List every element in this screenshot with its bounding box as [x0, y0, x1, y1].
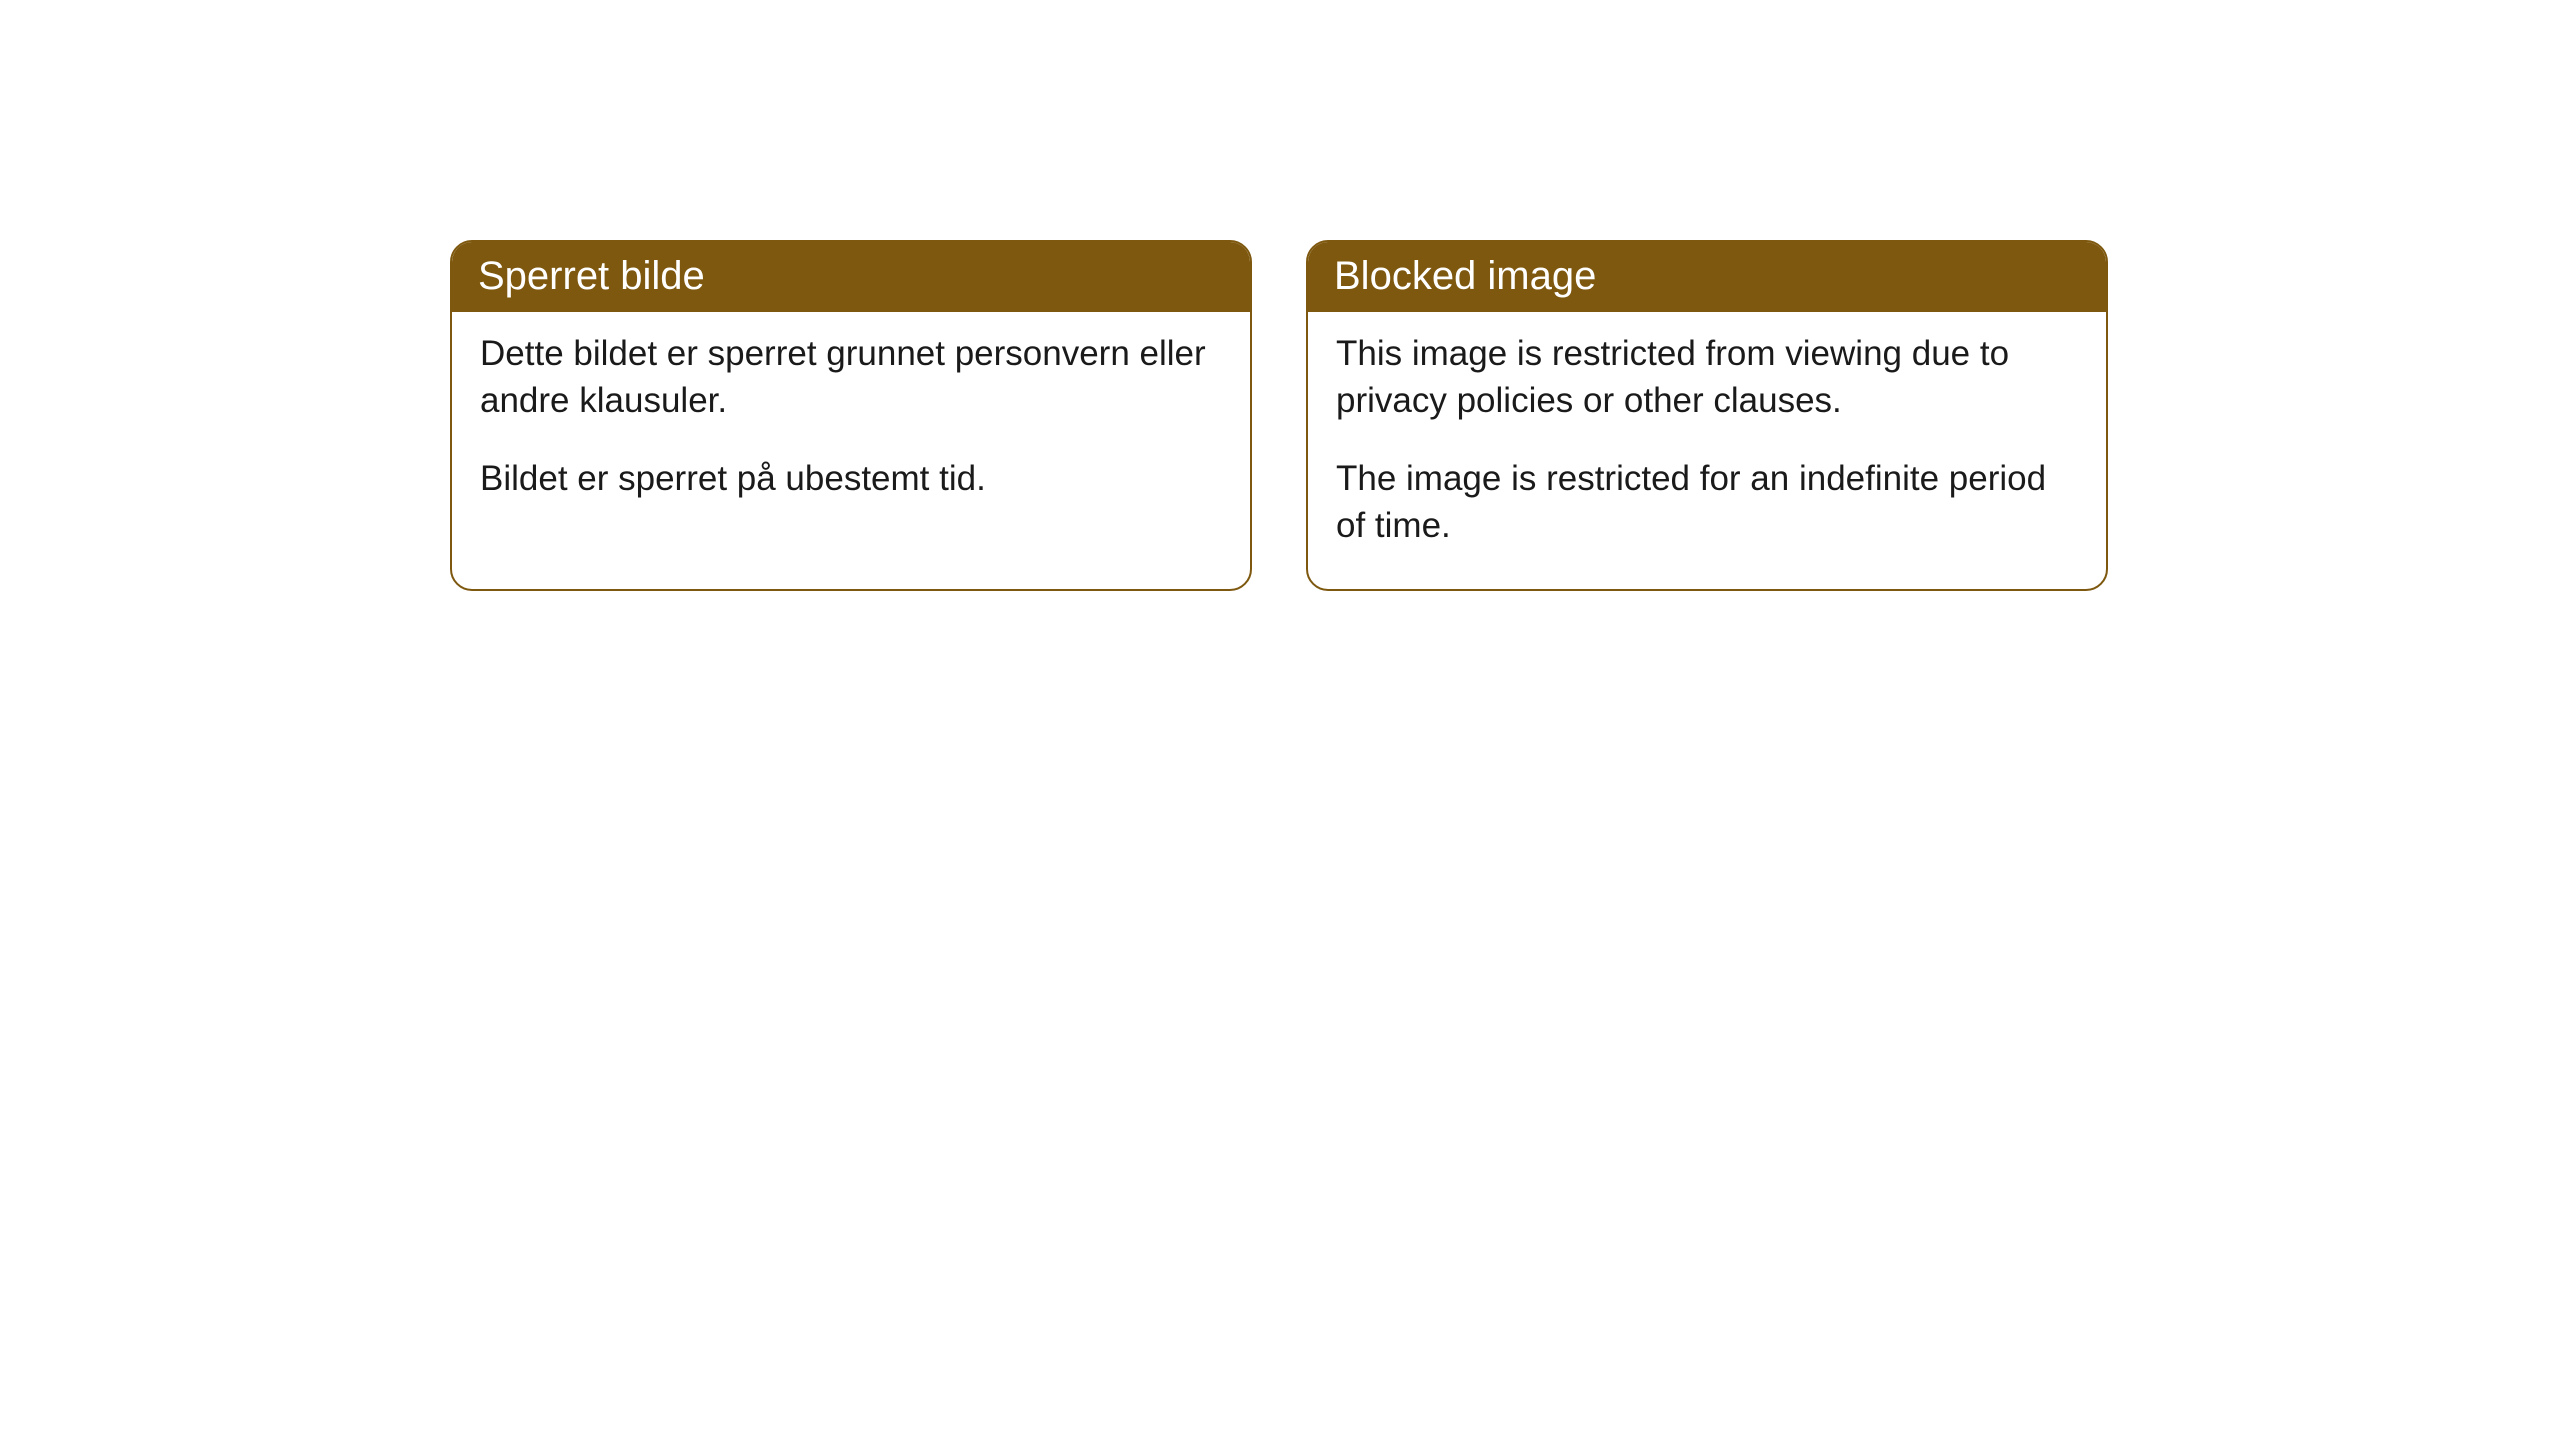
card-header: Blocked image	[1308, 242, 2106, 312]
card-paragraph: Bildet er sperret på ubestemt tid.	[480, 455, 1222, 502]
notice-card-english: Blocked image This image is restricted f…	[1306, 240, 2108, 591]
notice-card-norwegian: Sperret bilde Dette bildet er sperret gr…	[450, 240, 1252, 591]
card-body: This image is restricted from viewing du…	[1308, 312, 2106, 589]
card-title: Sperret bilde	[478, 254, 705, 298]
card-paragraph: Dette bildet er sperret grunnet personve…	[480, 330, 1222, 425]
card-body: Dette bildet er sperret grunnet personve…	[452, 312, 1250, 542]
notice-cards-container: Sperret bilde Dette bildet er sperret gr…	[450, 240, 2108, 591]
card-title: Blocked image	[1334, 254, 1596, 298]
card-paragraph: The image is restricted for an indefinit…	[1336, 455, 2078, 550]
card-header: Sperret bilde	[452, 242, 1250, 312]
card-paragraph: This image is restricted from viewing du…	[1336, 330, 2078, 425]
